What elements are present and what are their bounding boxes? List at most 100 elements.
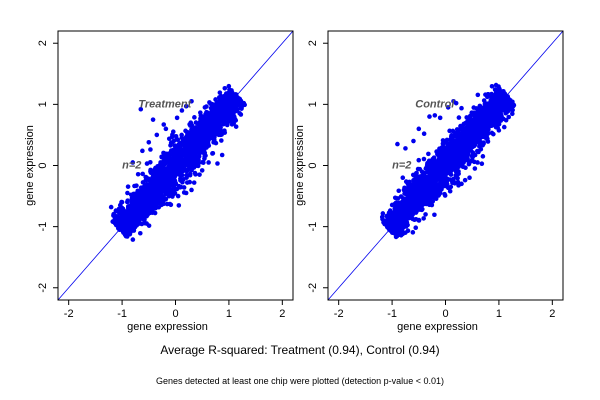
data-point (430, 181, 435, 186)
data-point (138, 189, 143, 194)
data-point (399, 203, 404, 209)
data-point (489, 91, 494, 97)
data-point (179, 172, 185, 178)
data-point (418, 188, 424, 194)
data-point (459, 181, 464, 187)
data-point (183, 167, 188, 172)
data-point (174, 115, 180, 121)
x-tick-label: -2 (334, 308, 344, 320)
data-point (148, 205, 154, 211)
data-point (170, 129, 176, 134)
data-point (413, 195, 419, 200)
data-point (160, 180, 165, 186)
data-point (234, 95, 239, 101)
data-point (140, 205, 145, 210)
data-point (207, 129, 213, 134)
data-point (130, 199, 135, 204)
data-point (400, 175, 406, 181)
data-point (183, 103, 189, 109)
data-point (440, 141, 446, 147)
data-point (418, 174, 423, 179)
data-point (399, 227, 404, 232)
data-point (462, 177, 468, 183)
x-tick-label: 0 (442, 308, 448, 320)
y-tick-label: 2 (307, 40, 319, 46)
data-point (493, 119, 498, 124)
y-tick-label: 1 (307, 101, 319, 107)
data-point (194, 154, 199, 159)
data-point (170, 194, 175, 199)
data-point (506, 114, 512, 120)
n-label: n=2 (122, 160, 141, 172)
point-cloud (379, 82, 517, 240)
data-point (209, 121, 214, 126)
data-point (442, 174, 448, 180)
data-point (423, 212, 428, 217)
data-point (241, 102, 246, 107)
data-point (439, 187, 444, 192)
data-point (416, 126, 422, 132)
data-point (410, 172, 416, 178)
data-point (122, 218, 127, 224)
data-point (123, 233, 129, 239)
data-point (409, 192, 415, 197)
data-point (503, 110, 509, 116)
data-point (416, 182, 421, 188)
data-point (135, 171, 141, 177)
data-point (171, 153, 177, 158)
data-point (467, 175, 472, 181)
data-point (215, 104, 220, 110)
data-point (496, 107, 502, 112)
data-point (219, 138, 224, 143)
data-point (453, 173, 459, 178)
data-point (451, 176, 456, 182)
data-point (188, 120, 194, 125)
data-point (143, 207, 149, 212)
data-point (442, 183, 448, 189)
data-point (395, 141, 400, 147)
data-point (491, 131, 496, 137)
x-tick-label: 2 (549, 308, 555, 320)
data-point (209, 125, 215, 130)
data-point (210, 150, 216, 156)
y-tick-label: 0 (307, 162, 319, 168)
data-point (395, 223, 401, 229)
data-point (193, 120, 199, 125)
data-point (440, 138, 446, 143)
data-point (183, 134, 189, 140)
data-point (417, 166, 423, 172)
data-point (163, 154, 169, 160)
data-point (392, 209, 398, 214)
data-point (168, 143, 173, 148)
data-point (453, 132, 459, 138)
data-point (502, 91, 508, 97)
data-point (421, 131, 427, 137)
data-point (183, 190, 189, 196)
data-point (131, 228, 137, 233)
data-point (477, 139, 483, 145)
data-point (229, 122, 235, 127)
data-point (481, 115, 486, 120)
data-point (150, 117, 156, 122)
data-point (475, 160, 480, 165)
data-point (427, 164, 433, 170)
data-point (410, 230, 416, 235)
data-point (157, 174, 162, 179)
data-point (138, 185, 144, 190)
data-point (135, 211, 141, 216)
n-label: n=2 (392, 160, 411, 172)
data-point (460, 138, 466, 143)
data-point (134, 218, 140, 223)
data-point (123, 230, 128, 235)
data-point (179, 135, 185, 140)
data-point (510, 107, 515, 113)
data-point (199, 121, 205, 127)
data-point (499, 96, 504, 102)
data-point (465, 158, 471, 163)
data-point (189, 187, 194, 193)
data-point (161, 159, 166, 165)
data-point (175, 193, 181, 199)
data-point (448, 184, 454, 190)
data-point (125, 184, 131, 189)
